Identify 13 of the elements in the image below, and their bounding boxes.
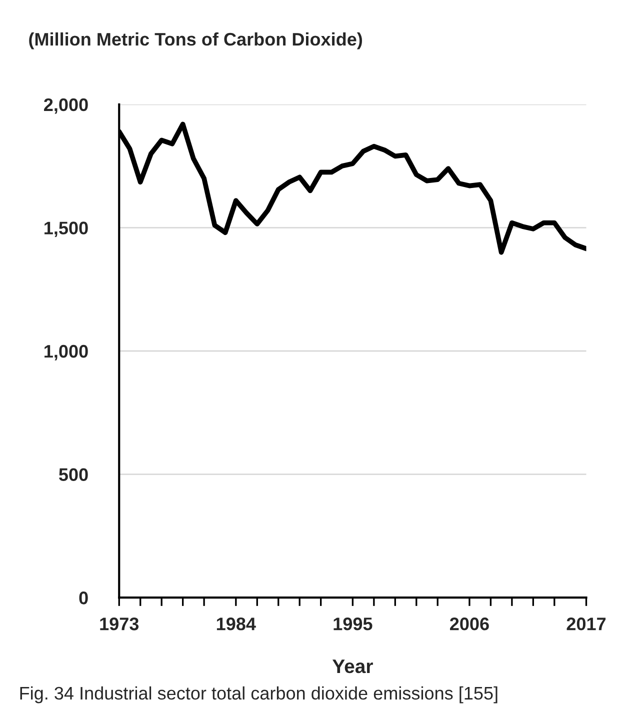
y-tick-label: 1,000 bbox=[44, 344, 88, 360]
y-tick-label: 500 bbox=[59, 468, 88, 482]
x-axis-title: Year bbox=[332, 660, 373, 674]
x-tick-label: 1995 bbox=[334, 618, 372, 630]
y-tick-label: 0 bbox=[79, 592, 88, 604]
y-tick-label: 2,000 bbox=[44, 98, 88, 114]
caption: Fig. 34 Industrial sector total carbon dioxide emissions [155] bbox=[20, 686, 498, 704]
x-tick-label: 1984 bbox=[216, 618, 256, 630]
x-tick-label: 1973 bbox=[100, 618, 139, 630]
x-tick-label: 2017 bbox=[566, 618, 606, 630]
y-tick-label: 1,500 bbox=[44, 222, 88, 238]
chart-title: (Million Metric Tons of Carbon Dioxide) bbox=[29, 32, 362, 50]
x-tick-label: 2006 bbox=[450, 618, 489, 630]
